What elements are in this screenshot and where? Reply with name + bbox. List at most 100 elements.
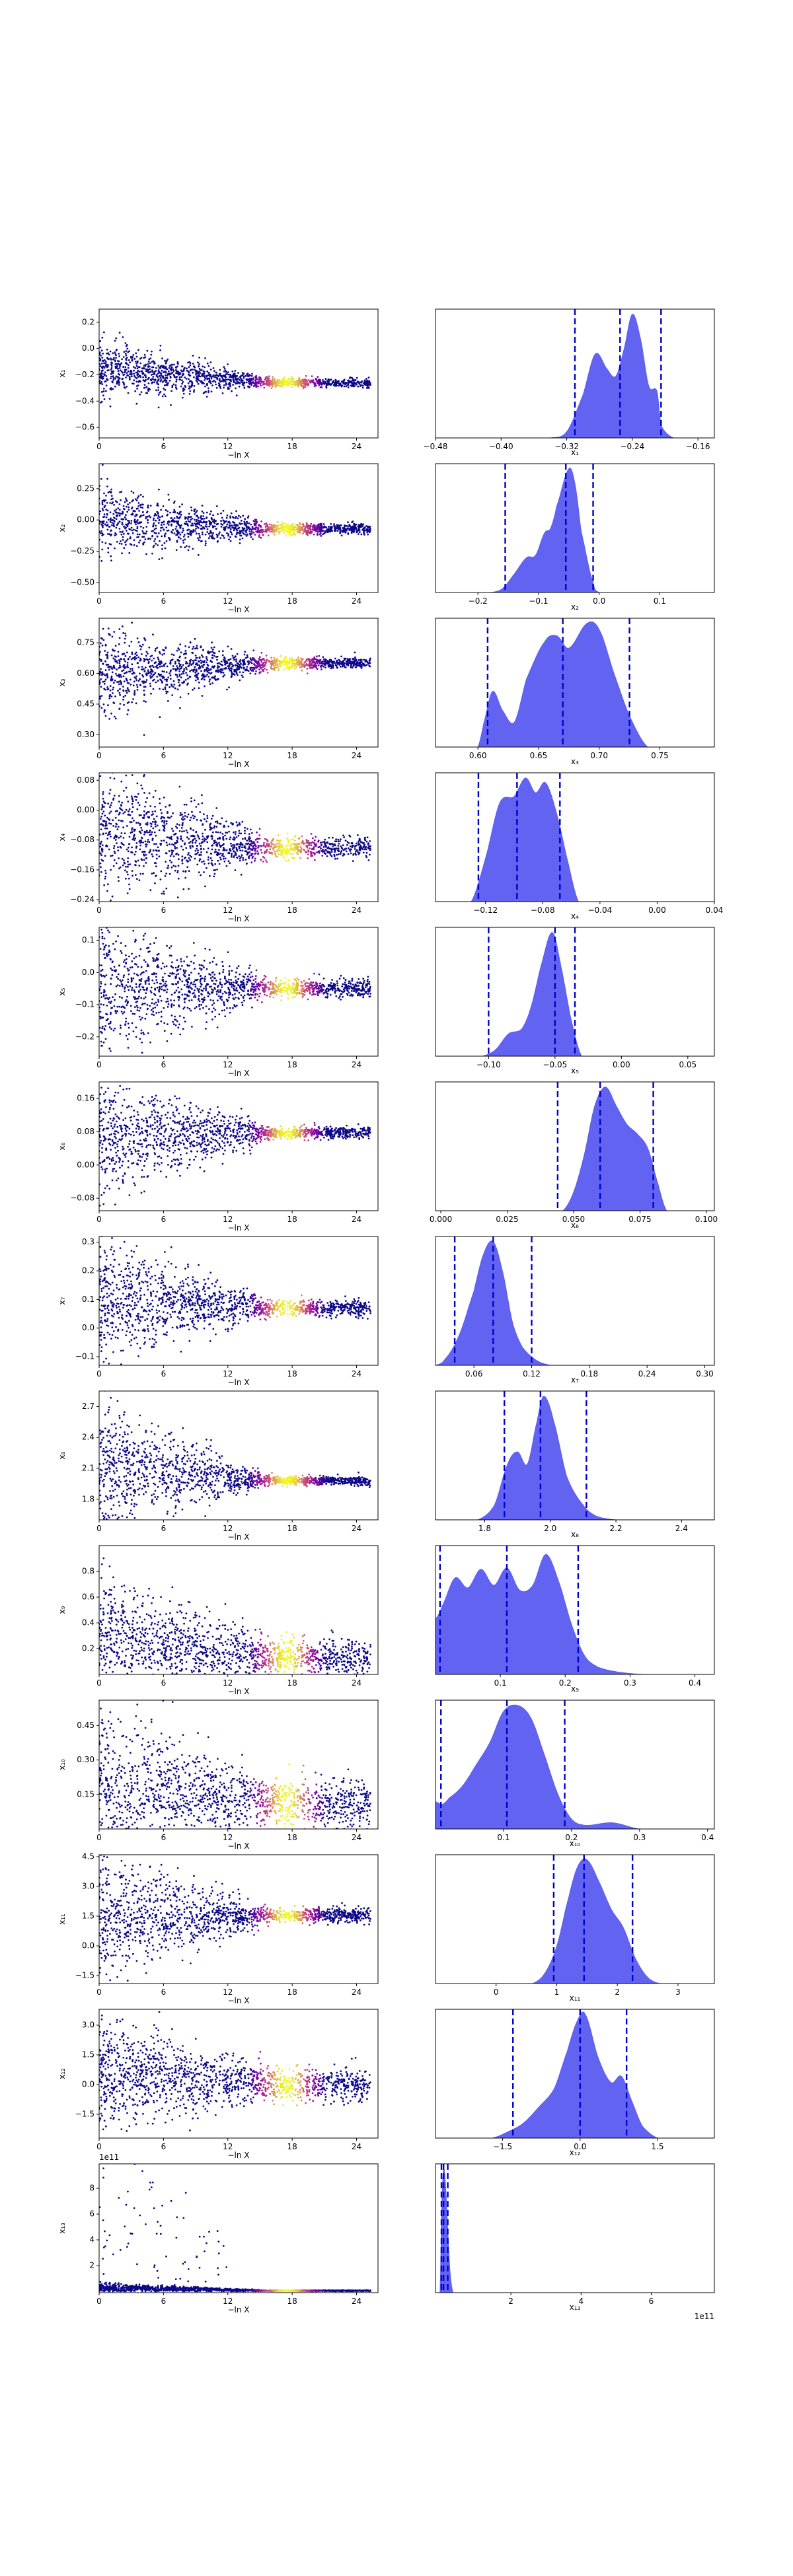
sample-point [328, 530, 331, 532]
sample-point [170, 653, 173, 656]
sample-point [233, 674, 236, 676]
sample-point [153, 666, 155, 668]
sample-point [133, 528, 135, 531]
sample-point [198, 666, 200, 669]
sample-point [165, 381, 167, 384]
sample-point [170, 866, 173, 869]
sample-point [194, 637, 196, 640]
sample-point [142, 376, 145, 378]
sample-point [100, 375, 103, 377]
sample-point [99, 365, 102, 367]
sample-point [186, 674, 188, 676]
sample-point [309, 525, 312, 527]
sample-point [112, 513, 115, 515]
sample-point [347, 847, 350, 849]
sample-point [243, 653, 246, 656]
sample-point [275, 666, 278, 669]
sample-point [238, 385, 241, 388]
sample-point [155, 524, 157, 527]
sample-point [118, 373, 120, 375]
sample-point [136, 497, 139, 499]
sample-point [137, 380, 140, 383]
sample-point [122, 371, 124, 374]
sample-point [136, 530, 138, 532]
sample-point [249, 375, 251, 376]
sample-point [245, 535, 248, 537]
sample-point [316, 528, 318, 530]
sample-point [224, 375, 226, 377]
sample-point [303, 529, 305, 531]
sample-point [126, 682, 129, 684]
sample-point [181, 830, 183, 833]
sample-point [102, 833, 104, 836]
sample-point [220, 661, 223, 662]
sample-point [100, 854, 103, 857]
sample-point [120, 540, 122, 542]
sample-point [118, 708, 121, 710]
sample-point [317, 526, 319, 528]
sample-point [113, 504, 116, 506]
sample-point [204, 377, 207, 380]
sample-point [229, 838, 231, 841]
sample-point [355, 853, 357, 856]
sample-point [110, 654, 113, 657]
sample-point [211, 525, 214, 527]
sample-point [254, 666, 256, 669]
sample-point [216, 536, 219, 538]
sample-point [142, 526, 145, 529]
sample-point [117, 876, 120, 878]
sample-point [323, 658, 325, 661]
sample-point [204, 533, 207, 536]
sample-point [187, 361, 189, 364]
sample-point [137, 384, 139, 386]
sample-point [100, 674, 103, 676]
sample-point [100, 678, 102, 680]
sample-point [193, 687, 196, 690]
sample-point [105, 674, 108, 676]
sample-point [270, 661, 272, 662]
sample-point [168, 499, 170, 501]
sample-point [161, 653, 164, 656]
sample-point [234, 664, 237, 666]
sample-point [266, 379, 269, 382]
sample-point [136, 371, 139, 374]
sample-point [177, 659, 179, 661]
sample-point [346, 527, 349, 530]
sample-point [178, 668, 180, 670]
sample-point [182, 387, 184, 390]
sample-point [163, 664, 165, 666]
sample-point [237, 674, 239, 676]
sample-point [302, 532, 304, 535]
sample-point [215, 371, 217, 374]
sample-point [188, 378, 190, 380]
sample-point [118, 683, 120, 686]
sample-point [208, 390, 209, 392]
sample-point [167, 373, 169, 375]
sample-point [339, 840, 341, 842]
sample-point [248, 522, 250, 524]
sample-point [141, 674, 144, 676]
sample-point [137, 349, 139, 351]
sample-point [290, 378, 292, 380]
sample-point [152, 827, 155, 830]
sample-point [131, 668, 133, 670]
sample-point [176, 665, 178, 667]
sample-point [136, 533, 139, 536]
sample-point [102, 639, 105, 641]
sample-point [192, 688, 194, 691]
sample-point [172, 855, 175, 857]
sample-point [325, 660, 328, 662]
sample-point [341, 529, 343, 532]
sample-point [106, 838, 109, 840]
sample-point [259, 531, 261, 534]
sample-point [157, 394, 160, 396]
y-tick-label: 0.45 [77, 699, 94, 709]
sample-point [222, 535, 225, 537]
sample-point [320, 847, 322, 850]
sample-point [147, 521, 149, 524]
sample-point [117, 376, 120, 378]
sample-point [131, 669, 133, 672]
sample-point [183, 534, 186, 536]
sample-point [135, 702, 137, 705]
sample-point [270, 387, 273, 389]
